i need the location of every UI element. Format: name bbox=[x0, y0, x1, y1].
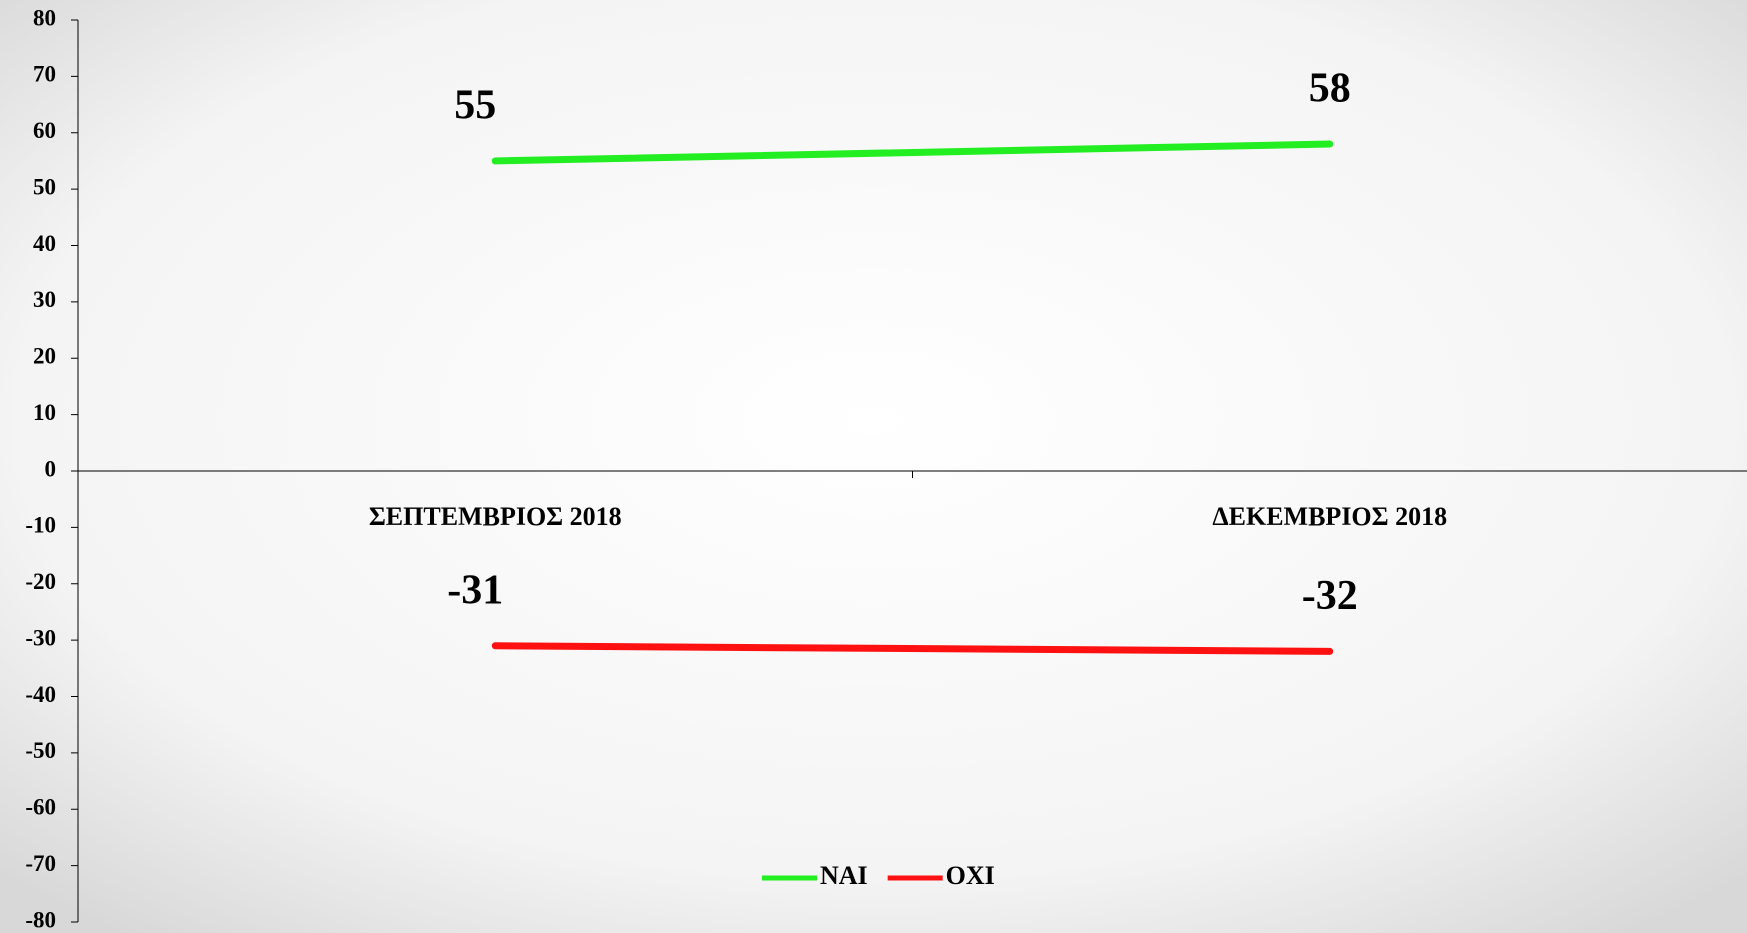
legend-label: NAI bbox=[820, 861, 868, 890]
data-label: 58 bbox=[1309, 66, 1351, 112]
y-tick-label: -20 bbox=[25, 569, 56, 594]
y-tick-label: 70 bbox=[33, 62, 56, 87]
y-tick-label: 0 bbox=[45, 456, 57, 481]
y-tick-label: 20 bbox=[33, 344, 56, 369]
y-tick-label: -10 bbox=[25, 513, 56, 538]
series-line bbox=[491, 140, 1334, 165]
y-tick-label: 60 bbox=[33, 118, 56, 143]
x-tick-label: ΔΕΚΕΜΒΡΙΟΣ 2018 bbox=[1212, 502, 1447, 531]
series-line bbox=[491, 642, 1334, 655]
data-label: 55 bbox=[454, 83, 496, 129]
y-tick-label: -70 bbox=[25, 851, 56, 876]
data-label: -31 bbox=[447, 567, 503, 613]
legend-label: OXI bbox=[946, 861, 995, 890]
y-tick-label: -50 bbox=[25, 738, 56, 763]
y-tick-label: 30 bbox=[33, 287, 56, 312]
y-tick-label: -60 bbox=[25, 795, 56, 820]
x-tick-label: ΣΕΠΤΕΜΒΡΙΟΣ 2018 bbox=[369, 502, 622, 531]
y-tick-label: -40 bbox=[25, 682, 56, 707]
y-tick-label: 80 bbox=[33, 5, 56, 30]
data-label: -32 bbox=[1302, 573, 1358, 619]
y-tick-label: 10 bbox=[33, 400, 56, 425]
y-tick-label: 40 bbox=[33, 231, 56, 256]
y-tick-label: -30 bbox=[25, 625, 56, 650]
y-tick-label: 50 bbox=[33, 174, 56, 199]
y-tick-label: -80 bbox=[25, 907, 56, 932]
